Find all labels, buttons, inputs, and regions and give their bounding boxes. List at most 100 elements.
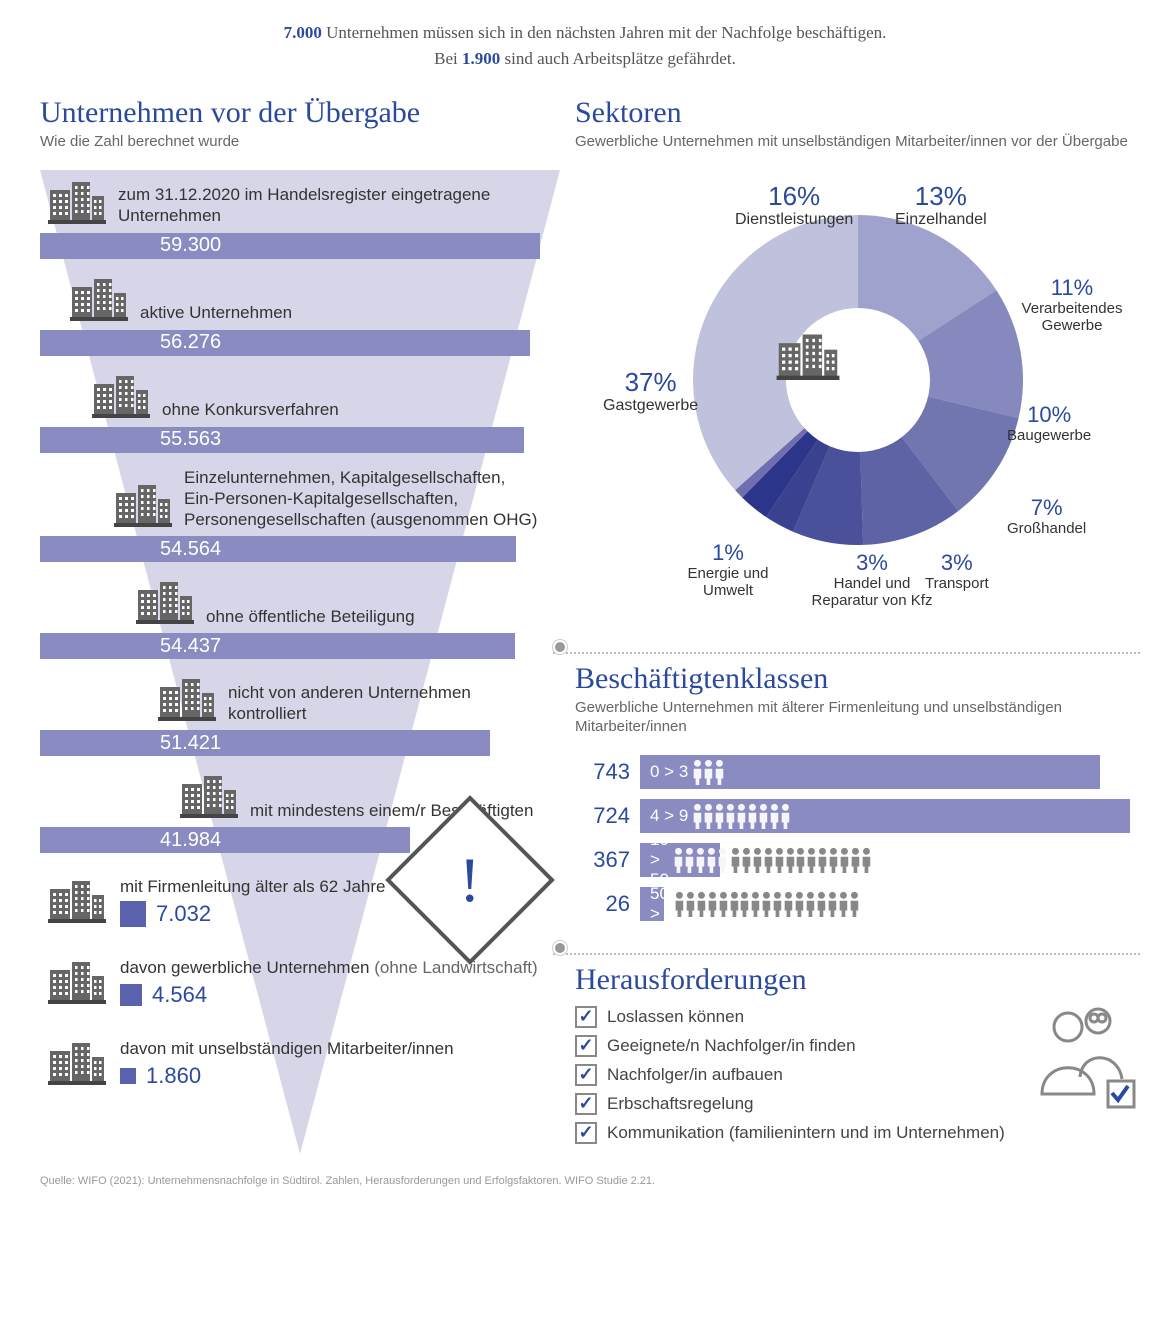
source-text: Quelle: WIFO (2021): Unternehmensnachfol… xyxy=(40,1169,1130,1187)
eclass-bar: 4 > 9 xyxy=(640,799,1130,833)
people-icon xyxy=(692,759,725,785)
pie-slice-label: 3% Handel und Reparatur von Kfz xyxy=(807,550,937,610)
funnel-row-bar: 59.300 xyxy=(40,233,540,259)
checkbox-icon: ✓ xyxy=(575,1064,597,1086)
eclass-bar: 50 > xyxy=(640,887,664,921)
eclasses-subtitle: Gewerbliche Unternehmen mit älterer Firm… xyxy=(575,698,1140,737)
funnel-bottom-label: davon mit unselbständigen Mitarbeiter/in… xyxy=(120,1038,540,1059)
checkbox-icon: ✓ xyxy=(575,1093,597,1115)
pie-slice-label: 1% Energie und Umwelt xyxy=(663,540,793,600)
eclass-count: 724 xyxy=(575,803,630,829)
funnel-chart: zum 31.12.2020 im Handelsregister einget… xyxy=(40,170,540,1105)
pie-slice-label: 37% Gastgewerbe xyxy=(603,368,698,416)
eclass-count: 26 xyxy=(575,891,630,917)
funnel-row-label: nicht von anderen Unternehmen kontrollie… xyxy=(228,682,540,727)
building-icon xyxy=(48,875,106,928)
funnel-row-bar: 41.984 xyxy=(40,827,410,853)
funnel-row-bar: 51.421 xyxy=(40,730,490,756)
eclass-range: 50 > xyxy=(650,884,669,924)
eclass-range: 10 > 50 xyxy=(650,830,669,890)
challenges-title: Herausforderungen xyxy=(575,963,1140,997)
funnel-bottom-square-icon xyxy=(120,984,142,1006)
funnel-row-label: Einzelunternehmen, Kapitalgesellschaften… xyxy=(184,467,540,533)
building-icon xyxy=(48,1037,106,1090)
eclass-range: 0 > 3 xyxy=(650,762,688,782)
eclass-bar: 10 > 50 xyxy=(640,843,720,877)
intro-text: 7.000 Unternehmen müssen sich in den näc… xyxy=(40,20,1130,71)
funnel-row-value: 51.421 xyxy=(160,732,221,755)
eclass-row: 724 4 > 9 xyxy=(575,799,1140,833)
funnel-row-value: 54.437 xyxy=(160,635,221,658)
intro-num2: 1.900 xyxy=(462,49,500,68)
funnel-row-value: 54.564 xyxy=(160,538,221,561)
funnel-row-bar: 56.276 xyxy=(40,330,530,356)
challenge-label: Nachfolger/in aufbauen xyxy=(607,1065,783,1085)
eclass-bar: 0 > 3 xyxy=(640,755,1100,789)
funnel-bottom-value: 4.564 xyxy=(152,982,207,1008)
eclass-row: 26 50 > xyxy=(575,887,1140,921)
funnel-row: ohne öffentliche Beteiligung 54.437 xyxy=(40,570,540,659)
eclass-row: 367 10 > 50 xyxy=(575,843,1140,877)
checkbox-icon: ✓ xyxy=(575,1035,597,1057)
funnel-row-bar: 55.563 xyxy=(40,427,524,453)
pie-slice-label: 7% Großhandel xyxy=(1007,495,1086,538)
funnel-bottom-value: 1.860 xyxy=(146,1063,201,1089)
funnel-row: ohne Konkursverfahren 55.563 xyxy=(40,364,540,453)
timeline-node-icon xyxy=(553,640,567,654)
eclasses-title: Beschäftigtenklassen xyxy=(575,662,1140,696)
building-icon xyxy=(136,576,194,629)
funnel-bottom-item: davon mit unselbständigen Mitarbeiter/in… xyxy=(40,1023,540,1104)
funnel-row-bar: 54.437 xyxy=(40,633,515,659)
funnel-row-label: ohne Konkursverfahren xyxy=(162,399,339,422)
challenges-section: Herausforderungen ✓ Loslassen können ✓ G… xyxy=(575,931,1140,1151)
people-icon xyxy=(674,891,859,917)
timeline-node-icon xyxy=(553,941,567,955)
funnel-bottom-square-icon xyxy=(120,901,146,927)
challenge-label: Loslassen können xyxy=(607,1007,744,1027)
funnel-row-label: zum 31.12.2020 im Handelsregister einget… xyxy=(118,184,540,229)
funnel-row-value: 55.563 xyxy=(160,428,221,451)
challenges-list: ✓ Loslassen können ✓ Geeignete/n Nachfol… xyxy=(575,999,1010,1151)
eclass-range: 4 > 9 xyxy=(650,806,688,826)
eclasses-chart: 743 0 > 3 724 4 > 9 367 10 > 50 xyxy=(575,755,1140,921)
building-icon xyxy=(48,176,106,229)
challenge-item: ✓ Kommunikation (familienintern und im U… xyxy=(575,1122,1010,1144)
challenge-label: Geeignete/n Nachfolger/in finden xyxy=(607,1036,856,1056)
building-icon xyxy=(180,770,238,823)
funnel-row-label: ohne öffentliche Beteiligung xyxy=(206,606,415,629)
people-check-icon xyxy=(1030,999,1140,1124)
pie-slice-label: 11% Verarbeitendes Gewerbe xyxy=(1007,275,1137,335)
funnel-row-value: 59.300 xyxy=(160,234,221,257)
people-icon xyxy=(692,803,790,829)
funnel-row-value: 56.276 xyxy=(160,331,221,354)
eclasses-section: Beschäftigtenklassen Gewerbliche Unterne… xyxy=(575,630,1140,931)
building-icon xyxy=(114,479,172,532)
intro-num1: 7.000 xyxy=(284,23,322,42)
challenge-label: Erbschaftsregelung xyxy=(607,1094,753,1114)
sectors-pie: 16% Dienstleistungen 13% Einzelhandel 11… xyxy=(575,170,1140,630)
funnel-row: aktive Unternehmen 56.276 xyxy=(40,267,540,356)
funnel-row-label: aktive Unternehmen xyxy=(140,302,292,325)
challenge-item: ✓ Geeignete/n Nachfolger/in finden xyxy=(575,1035,1010,1057)
building-icon xyxy=(92,370,150,423)
funnel-title: Unternehmen vor der Übergabe xyxy=(40,96,540,130)
funnel-row: zum 31.12.2020 im Handelsregister einget… xyxy=(40,170,540,259)
challenge-item: ✓ Nachfolger/in aufbauen xyxy=(575,1064,1010,1086)
building-icon xyxy=(70,273,128,326)
funnel-subtitle: Wie die Zahl berechnet wurde xyxy=(40,132,540,152)
funnel-row: Einzelunternehmen, Kapitalgesellschaften… xyxy=(40,461,540,563)
eclass-count: 743 xyxy=(575,759,630,785)
funnel-bottom-value: 7.032 xyxy=(156,901,211,927)
funnel-bottom-label: davon gewerbliche Unternehmen (ohne Land… xyxy=(120,957,540,978)
challenge-item: ✓ Loslassen können xyxy=(575,1006,1010,1028)
building-icon xyxy=(48,956,106,1009)
eclass-count: 367 xyxy=(575,847,630,873)
funnel-row-bar: 54.564 xyxy=(40,536,516,562)
building-icon xyxy=(158,673,216,726)
people-icon xyxy=(673,847,728,873)
sectors-subtitle: Gewerbliche Unternehmen mit unselbständi… xyxy=(575,132,1140,152)
challenge-label: Kommunikation (familienintern und im Unt… xyxy=(607,1123,1005,1143)
sectors-title: Sektoren xyxy=(575,96,1140,130)
funnel-bottom-square-icon xyxy=(120,1068,136,1084)
pie-slice-label: 10% Baugewerbe xyxy=(1007,402,1091,445)
